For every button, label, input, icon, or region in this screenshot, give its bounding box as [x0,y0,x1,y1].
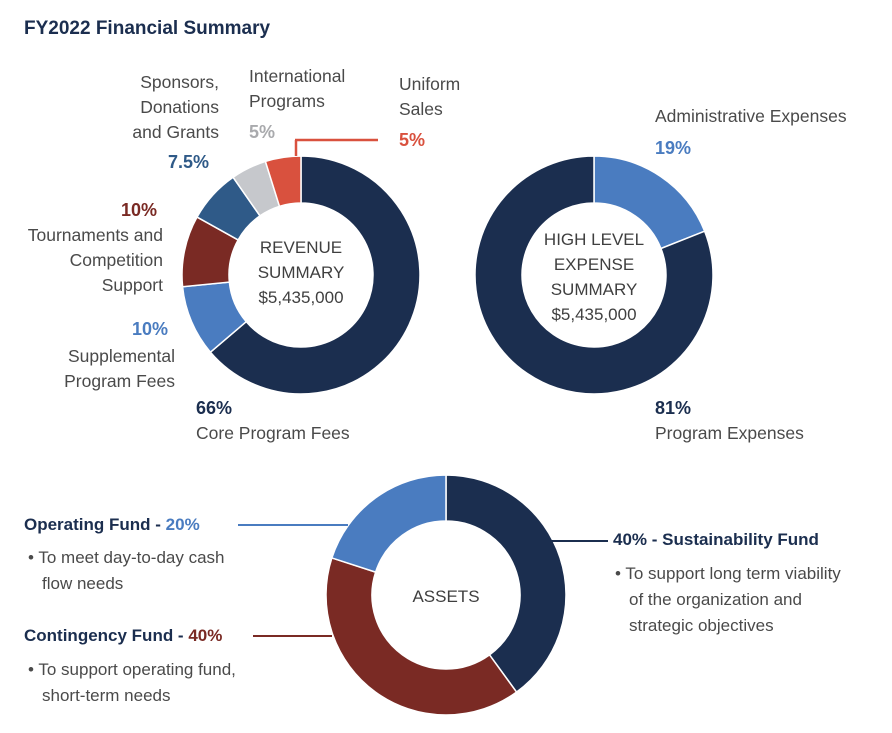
tournaments-label: Tournaments and Competition Support [27,225,163,295]
core-label: Core Program Fees [196,423,350,443]
operating-fund-bullets: • To meet day-to-day cash flow needs [28,548,225,593]
program-label: Program Expenses [655,423,804,443]
tournaments-pct: 10% [121,200,158,220]
supplemental-label: Supplemental Program Fees [64,346,175,391]
core-program-fees-slice [209,155,421,395]
operating-fund-heading: Operating Fund - 20% [24,515,200,534]
admin-label: Administrative Expenses [655,106,847,126]
uniform-label: Uniform Sales [399,74,461,119]
sustainability-fund-heading: 40% - Sustainability Fund [613,530,819,549]
program-pct: 81% [655,398,692,418]
contingency-fund-bullets: • To support operating fund, short-term … [28,660,236,705]
sponsors-pct: 7.5% [168,152,210,172]
expense-center-label: HIGH LEVEL EXPENSE SUMMARY $5,435,000 [543,230,645,324]
page-title: FY2022 Financial Summary [24,18,271,39]
assets-center-label: ASSETS [412,587,480,606]
contingency-fund-heading: Contingency Fund - 40% [24,626,223,645]
operating-fund-pct: 20% [165,515,200,534]
supplemental-pct: 10% [132,319,169,339]
operating-fund-slice [330,474,447,574]
assets-donut [325,474,567,716]
revenue-center-label: REVENUE SUMMARY $5,435,000 [257,238,345,307]
uniform-sales-slice [264,155,302,208]
international-label: International Programs [249,66,346,111]
revenue-donut [181,155,421,395]
contingency-fund-pct: 40% [188,626,223,645]
sustainability-fund-slice [445,474,567,694]
program-expenses-slice [474,155,714,395]
uniform-pct: 5% [399,130,426,150]
sponsors-label: Sponsors, Donations and Grants [132,72,219,142]
international-pct: 5% [249,122,276,142]
contingency-fund-slice [325,556,518,716]
sustainability-fund-bullets: • To support long term viability of the … [615,564,841,635]
core-pct: 66% [196,398,233,418]
expense-donut [474,155,714,395]
admin-pct: 19% [655,138,692,158]
